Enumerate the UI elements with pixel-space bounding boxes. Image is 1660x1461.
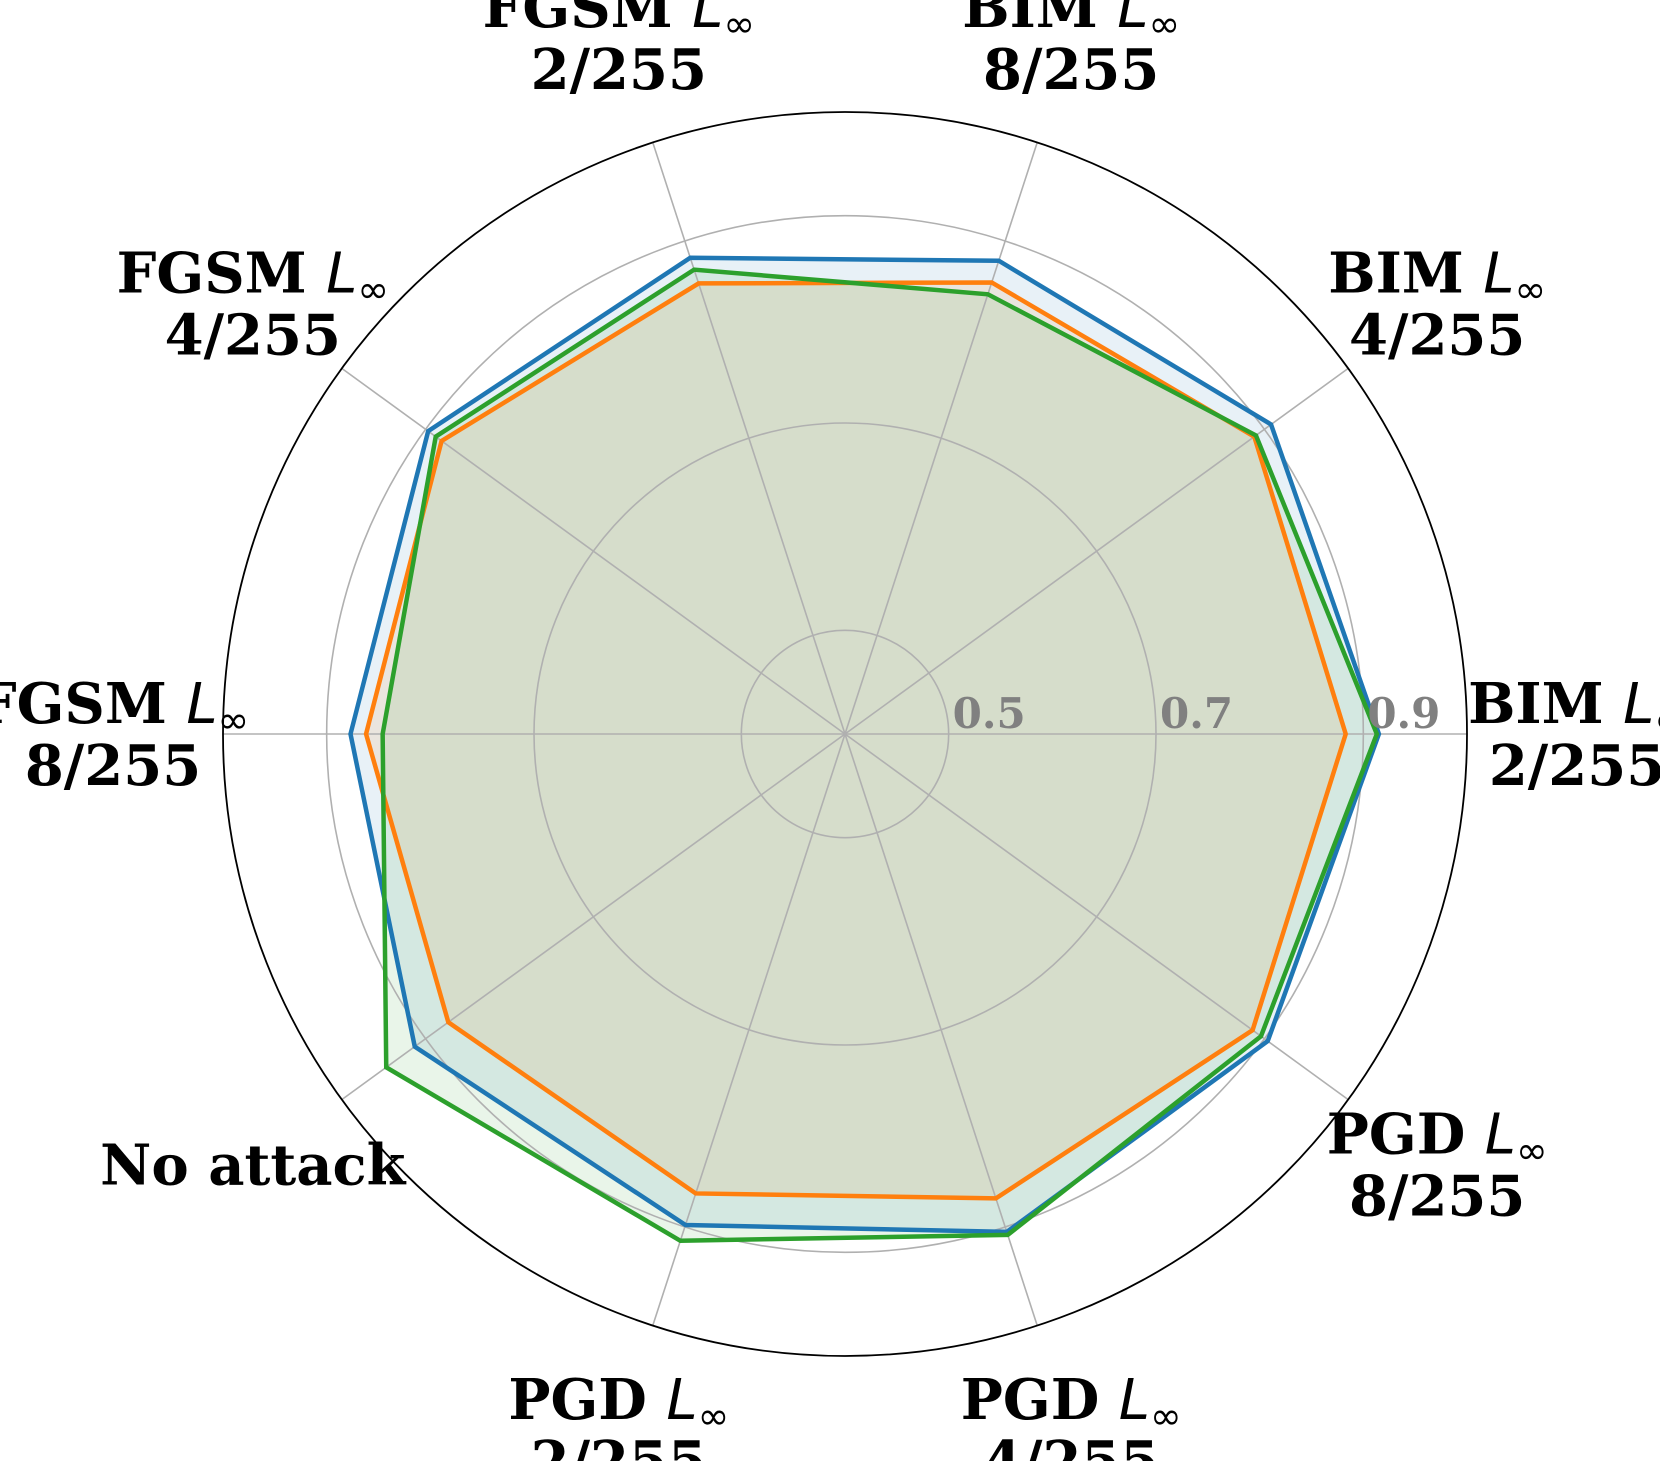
category-label: PGD L∞2/255 bbox=[508, 1367, 729, 1461]
category-label: No attack bbox=[100, 1132, 406, 1198]
grid-circle bbox=[740, 629, 950, 839]
category-label: PGD L∞ 8/255 bbox=[1327, 1101, 1548, 1229]
polar-frame bbox=[222, 111, 1468, 1357]
series-2-fill bbox=[366, 282, 1346, 1199]
series-3-line bbox=[380, 267, 1380, 1244]
series-1-fill bbox=[350, 257, 1379, 1232]
category-label: BIM L∞ 8/255 bbox=[962, 0, 1180, 103]
grid bbox=[222, 111, 1468, 1357]
radial-tick-labels: 0.5 0.7 0.9 bbox=[953, 689, 1441, 738]
series-2-line bbox=[363, 280, 1349, 1201]
grid-circle bbox=[533, 422, 1157, 1046]
series-fills bbox=[350, 257, 1379, 1241]
radial-tick-label: 0.7 bbox=[1160, 689, 1233, 738]
radial-tick-label: 0.5 bbox=[953, 689, 1026, 738]
series-lines bbox=[348, 255, 1382, 1244]
grid-circle bbox=[325, 214, 1365, 1254]
category-label: FGSM L∞ 2/255 bbox=[483, 0, 755, 103]
category-label: BIM L∞2/255 bbox=[1468, 671, 1660, 799]
radial-tick-label: 0.9 bbox=[1367, 689, 1440, 738]
series-3-fill bbox=[382, 269, 1377, 1241]
category-label: FGSM L∞8/255 bbox=[0, 671, 249, 799]
category-label: PGD L∞4/255 bbox=[961, 1367, 1182, 1461]
category-label: BIM L∞ 4/255 bbox=[1328, 241, 1546, 369]
category-label: FGSM L∞ 4/255 bbox=[117, 241, 389, 369]
